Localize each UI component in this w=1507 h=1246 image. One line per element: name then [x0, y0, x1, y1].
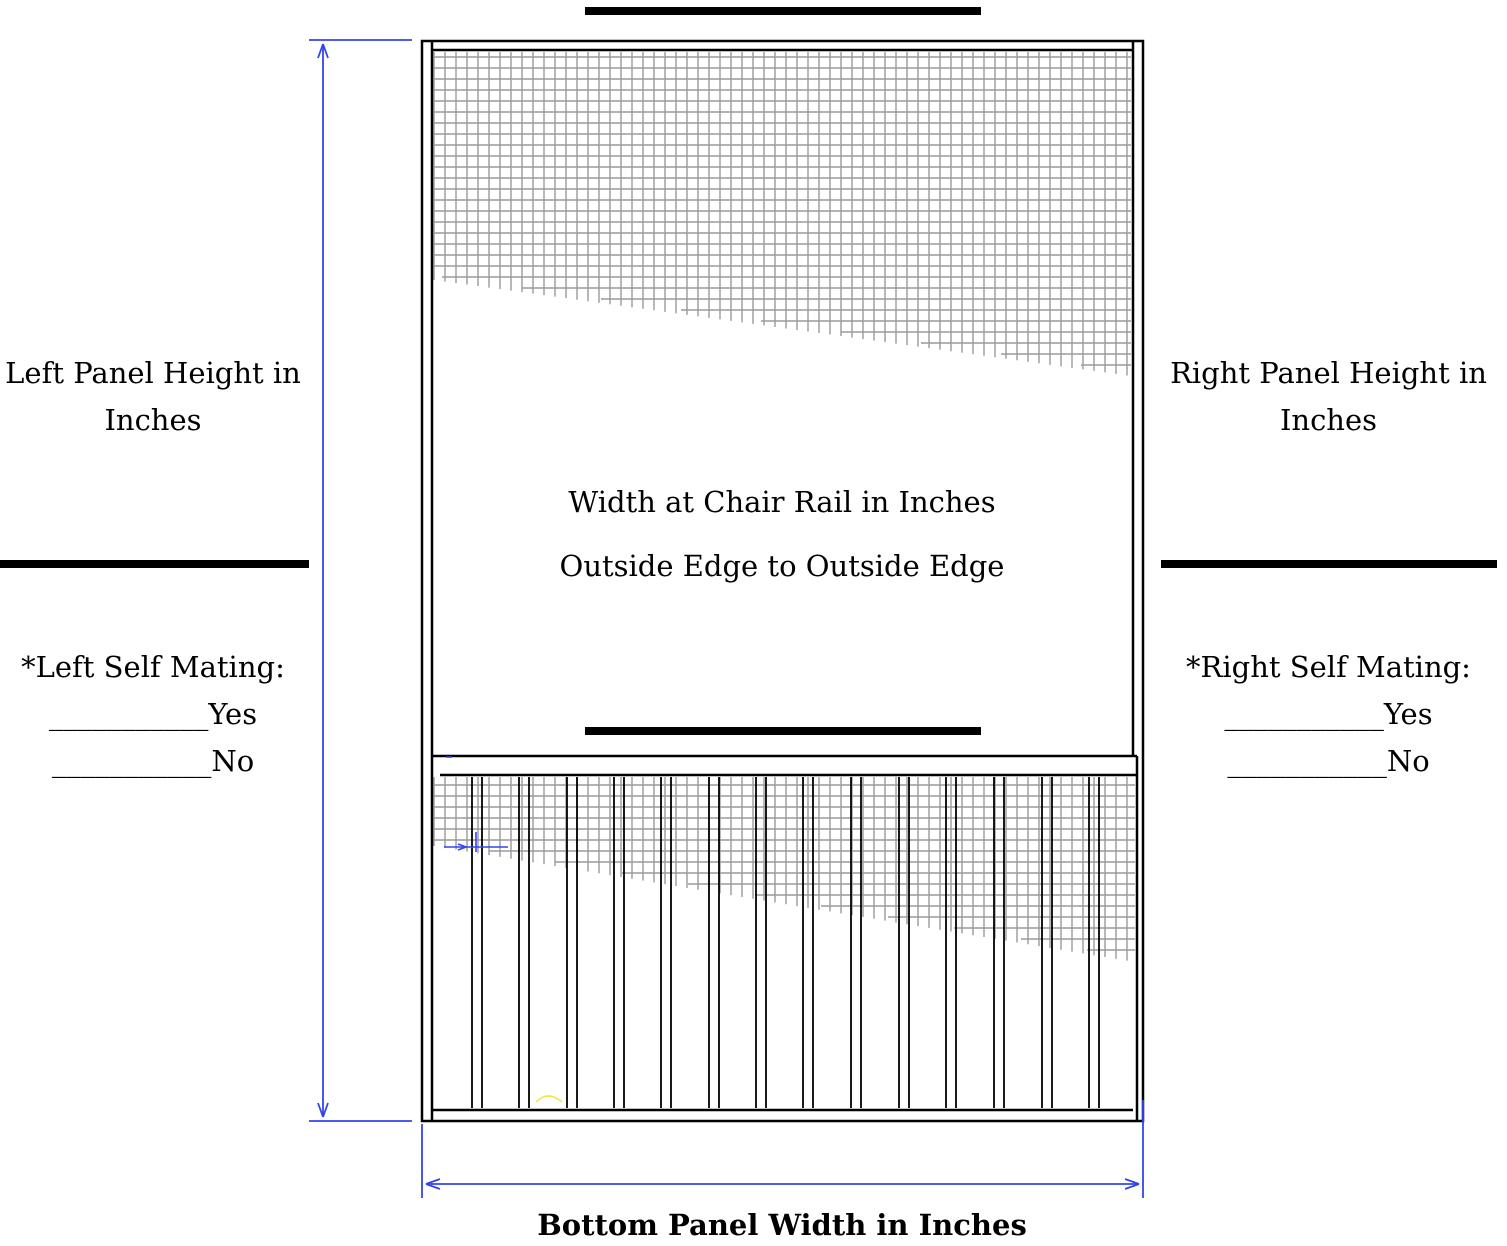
arrow-right [1124, 1178, 1140, 1190]
spacing-dimension [444, 756, 508, 852]
arrow-left [425, 1178, 441, 1190]
yellow-mark [535, 1095, 563, 1103]
right-panel-height-line2: Inches [1279, 402, 1378, 437]
left-height-blank-line [0, 560, 309, 568]
right-no-option[interactable]: ___________No [1227, 743, 1430, 778]
right-self-mating-label: *Right Self Mating: [1186, 650, 1471, 684]
picket-bars [471, 777, 1100, 1108]
right-height-blank-line [1161, 560, 1497, 568]
top-blank-line [585, 7, 981, 15]
right-panel-height-line1: Right Panel Height in [1170, 356, 1487, 390]
outside-edge-text: Outside Edge to Outside Edge [559, 549, 1005, 583]
lower-wire-mesh [433, 777, 1135, 961]
left-no-option[interactable]: ___________No [51, 743, 255, 778]
left-panel-height-label: Left Panel Height in Inches [0, 350, 306, 444]
arrow-down [317, 1102, 329, 1118]
right-self-mating-group: *Right Self Mating: ___________Yes _____… [1160, 644, 1497, 785]
left-self-mating-label: *Left Self Mating: [21, 650, 285, 684]
left-panel-height-line1: Left Panel Height in [5, 356, 301, 390]
left-yes-option[interactable]: ___________Yes [48, 696, 258, 731]
left-panel-height-line2: Inches [104, 402, 202, 437]
width-dimension [421, 1100, 1144, 1198]
chair-rail-width-label: Width at Chair Rail in Inches Outside Ed… [482, 470, 1082, 598]
chair-rail-blank-line [585, 727, 981, 735]
arrow-up [317, 43, 329, 59]
left-self-mating-group: *Left Self Mating: ___________Yes ______… [0, 644, 306, 785]
panel-frame [420, 39, 1145, 1123]
chair-rail-width-text: Width at Chair Rail in Inches [568, 485, 996, 519]
bottom-panel-width-label: Bottom Panel Width in Inches [537, 1208, 1027, 1242]
right-yes-option[interactable]: ___________Yes [1224, 696, 1433, 731]
upper-wire-mesh [433, 52, 1131, 376]
height-dimension [309, 39, 412, 1122]
outer-frame [420, 39, 1145, 1123]
right-panel-height-label: Right Panel Height in Inches [1160, 350, 1497, 444]
